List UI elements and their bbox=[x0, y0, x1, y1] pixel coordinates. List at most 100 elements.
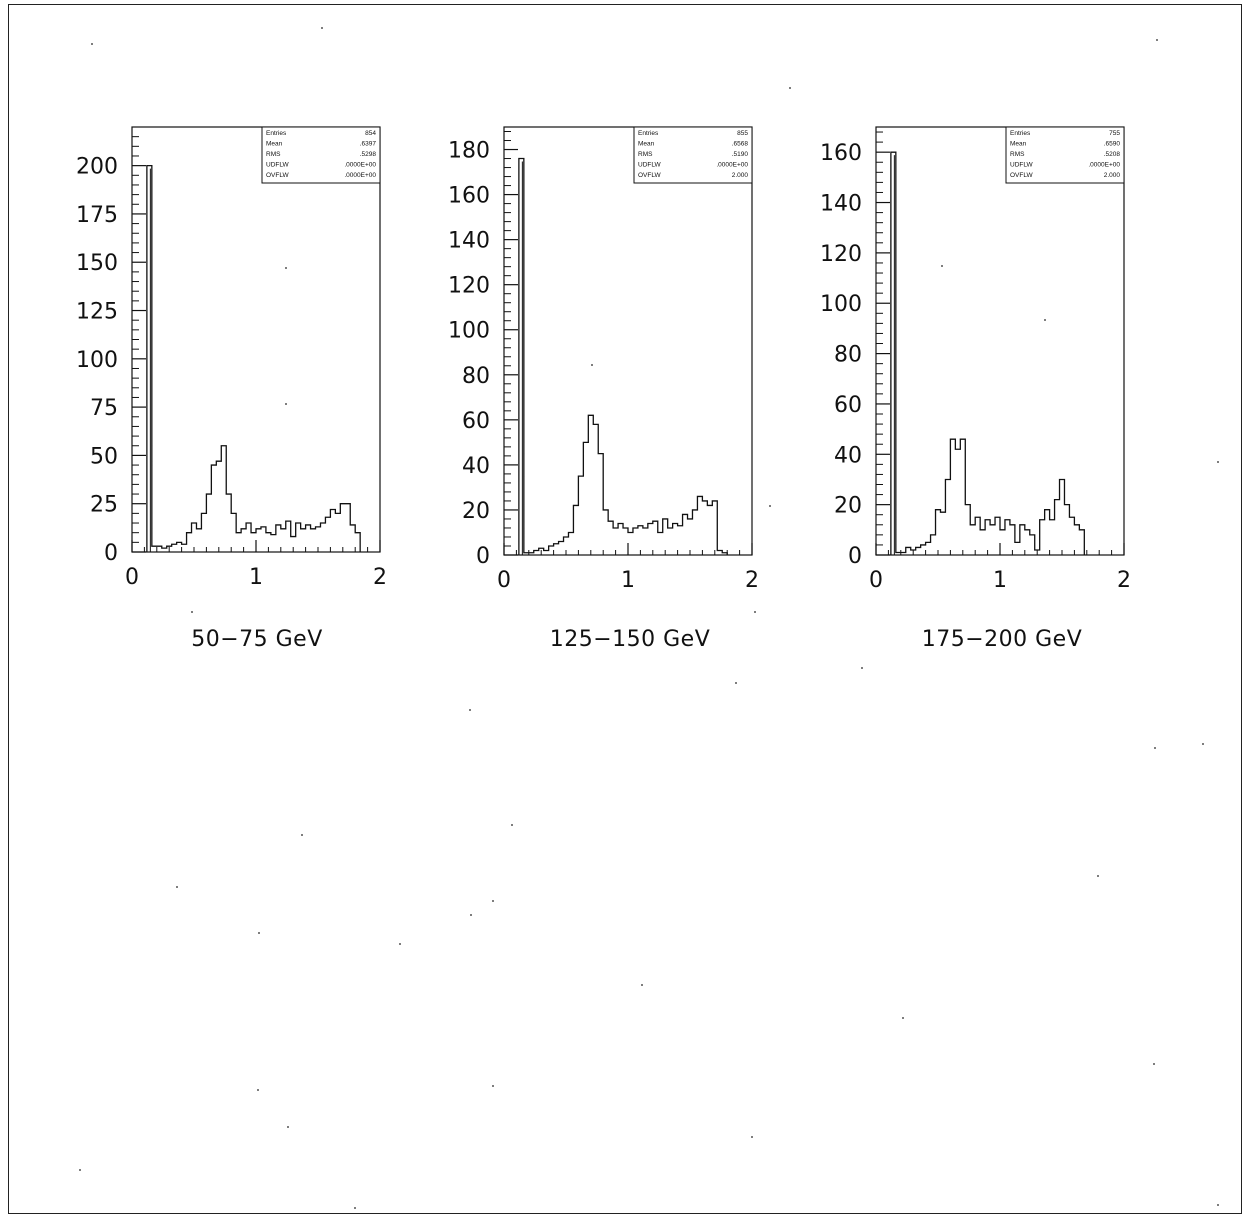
plot-frame bbox=[503, 126, 753, 556]
y-tick-label: 125 bbox=[76, 300, 118, 325]
x-tick-label: 0 bbox=[125, 565, 139, 590]
stats-label: OVFLW bbox=[638, 172, 661, 179]
stats-label: UDFLW bbox=[266, 162, 289, 169]
stats-box bbox=[1005, 126, 1125, 184]
x-tick-label: 1 bbox=[993, 568, 1007, 593]
histogram-panel-50-75: 50−75 GeV 0 25 50 75 100 125 150 175 200 0 1 2 Entri… bbox=[76, 126, 387, 652]
scan-speck bbox=[1217, 1204, 1219, 1206]
scan-speck bbox=[1153, 1063, 1155, 1065]
scan-speck bbox=[470, 914, 472, 916]
stats-label: Entries bbox=[266, 130, 287, 137]
x-tick-label: 1 bbox=[249, 565, 263, 590]
scan-speck bbox=[902, 1017, 904, 1019]
y-tick-label: 60 bbox=[462, 409, 490, 434]
y-tick-label: 100 bbox=[448, 319, 490, 344]
y-tick-label: 175 bbox=[76, 203, 118, 228]
page-frame bbox=[8, 4, 1242, 1214]
stats-value: 855 bbox=[737, 130, 748, 137]
panel-caption: 175−200 GeV bbox=[922, 627, 1083, 652]
histogram-panel-125-150: 125−150 GeV 0 20 40 60 80 100 120 140 160 180 0 1 2 E… bbox=[448, 126, 759, 652]
scan-speck bbox=[941, 265, 943, 267]
stats-value: .5190 bbox=[732, 151, 749, 158]
y-tick-label: 160 bbox=[820, 141, 862, 166]
scan-speck bbox=[591, 364, 593, 366]
scan-speck bbox=[91, 43, 93, 45]
stats-value: 755 bbox=[1109, 130, 1120, 137]
scan-speck bbox=[176, 886, 178, 888]
y-tick-label: 50 bbox=[90, 444, 118, 469]
x-tick-label: 2 bbox=[373, 565, 387, 590]
stats-label: Entries bbox=[1010, 130, 1031, 137]
x-tick-label: 2 bbox=[745, 568, 759, 593]
stats-value: 854 bbox=[365, 130, 376, 137]
y-tick-label: 0 bbox=[104, 541, 118, 566]
y-tick-label: 140 bbox=[448, 229, 490, 254]
stats-label: UDFLW bbox=[638, 162, 661, 169]
scan-speck bbox=[769, 505, 771, 507]
scan-speck bbox=[1097, 875, 1099, 877]
scan-speck bbox=[287, 1126, 289, 1128]
scan-speck bbox=[285, 403, 287, 405]
scan-speck bbox=[789, 87, 791, 89]
y-tick-label: 40 bbox=[462, 454, 490, 479]
scan-speck bbox=[469, 709, 471, 711]
stats-label: UDFLW bbox=[1010, 162, 1033, 169]
scan-speck bbox=[861, 667, 863, 669]
scan-speck bbox=[751, 1136, 753, 1138]
stats-value: .5298 bbox=[360, 151, 377, 158]
histogram-series bbox=[890, 151, 1085, 555]
scan-speck bbox=[321, 27, 323, 29]
histogram-series bbox=[146, 164, 361, 552]
stats-value: .0000E+00 bbox=[716, 162, 748, 169]
histogram-panel-175-200: 175−200 GeV 0 20 40 60 80 100 120 140 160 0 1 2 Entr… bbox=[820, 126, 1131, 652]
y-tick-label: 160 bbox=[448, 184, 490, 209]
y-tick-label: 60 bbox=[834, 393, 862, 418]
y-tick-label: 25 bbox=[90, 493, 118, 518]
stats-value: .5208 bbox=[1104, 151, 1121, 158]
y-tick-label: 150 bbox=[76, 251, 118, 276]
stats-label: OVFLW bbox=[266, 172, 289, 179]
plot-frame bbox=[875, 126, 1125, 556]
scan-speck bbox=[492, 1085, 494, 1087]
plot-frame bbox=[131, 126, 381, 553]
scan-speck bbox=[1156, 39, 1158, 41]
stats-label: Mean bbox=[1010, 141, 1027, 148]
scan-speck bbox=[511, 824, 513, 826]
histogram-series bbox=[518, 157, 728, 555]
scan-speck bbox=[354, 1207, 356, 1209]
y-tick-label: 80 bbox=[462, 364, 490, 389]
stats-value: .0000E+00 bbox=[1088, 162, 1120, 169]
x-tick-label: 0 bbox=[869, 568, 883, 593]
y-tick-label: 120 bbox=[448, 274, 490, 299]
y-tick-label: 100 bbox=[820, 292, 862, 317]
panel-caption: 125−150 GeV bbox=[550, 627, 711, 652]
y-tick-label: 140 bbox=[820, 192, 862, 217]
scan-speck bbox=[492, 900, 494, 902]
y-tick-label: 0 bbox=[476, 544, 490, 569]
stats-value: .0000E+00 bbox=[344, 172, 376, 179]
scan-speck bbox=[79, 1169, 81, 1171]
scan-speck bbox=[191, 611, 193, 613]
stats-value: .6568 bbox=[732, 141, 749, 148]
x-tick-label: 1 bbox=[621, 568, 635, 593]
y-tick-label: 20 bbox=[834, 494, 862, 519]
scan-speck bbox=[1154, 747, 1156, 749]
stats-label: Entries bbox=[638, 130, 659, 137]
y-tick-label: 40 bbox=[834, 443, 862, 468]
stats-label: RMS bbox=[266, 151, 281, 158]
y-tick-label: 75 bbox=[90, 396, 118, 421]
scan-specks bbox=[79, 27, 1219, 1209]
scan-speck bbox=[258, 932, 260, 934]
y-tick-label: 0 bbox=[848, 544, 862, 569]
scan-speck bbox=[399, 943, 401, 945]
y-tick-label: 80 bbox=[834, 343, 862, 368]
stats-label: RMS bbox=[1010, 151, 1025, 158]
y-tick-label: 20 bbox=[462, 499, 490, 524]
stats-label: Mean bbox=[638, 141, 655, 148]
scan-speck bbox=[257, 1089, 259, 1091]
stats-value: .6590 bbox=[1104, 141, 1121, 148]
stats-label: OVFLW bbox=[1010, 172, 1033, 179]
panel-caption: 50−75 GeV bbox=[191, 627, 323, 652]
stats-value: .0000E+00 bbox=[344, 162, 376, 169]
